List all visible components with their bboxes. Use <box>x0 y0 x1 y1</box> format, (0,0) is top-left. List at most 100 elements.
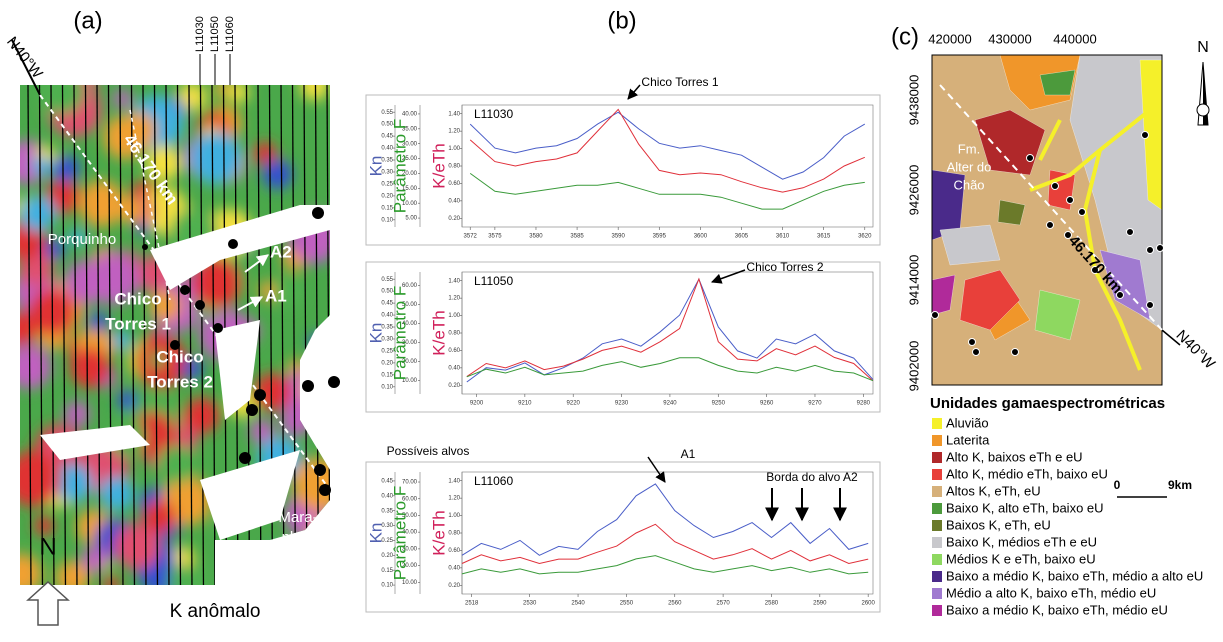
line-label: L11050 <box>209 16 221 52</box>
chart-frame <box>365 261 881 413</box>
series-line <box>469 111 866 180</box>
y-tick-label: 0.25 <box>381 538 393 544</box>
y-tick-label: 0.50 <box>381 122 393 128</box>
caption: K anômalo <box>170 601 261 622</box>
y-tick-label: 0.20 <box>448 583 460 589</box>
x-tick-label: 3600 <box>694 234 708 240</box>
legend-swatch <box>932 503 942 514</box>
x-tick-label: 2560 <box>668 601 682 607</box>
scale-label: 9km <box>1168 478 1192 492</box>
x-tick-label: 3572 <box>464 234 478 240</box>
y-axis-label: Parâmetro F <box>390 486 409 580</box>
y-tick-label: 0.55 <box>381 277 393 283</box>
legend-label: Alto K, baixos eTh e eU <box>946 449 1083 464</box>
y-tick-label: 30.00 <box>402 340 418 346</box>
place: Chico <box>156 347 203 366</box>
x-coord: 420000 <box>928 31 971 46</box>
y-tick-label: 0.35 <box>381 325 393 331</box>
y-tick-label: 0.40 <box>448 365 460 371</box>
y-tick-label: 10.00 <box>402 201 418 207</box>
x-tick-label: 9270 <box>808 401 822 407</box>
y-tick-label: 1.20 <box>448 496 460 502</box>
y-tick-label: 0.20 <box>381 553 393 559</box>
y-tick-label: 0.20 <box>448 383 460 389</box>
x-tick-label: 2550 <box>620 601 634 607</box>
map-unit <box>959 269 1021 331</box>
y-tick-label: 1.00 <box>448 146 460 152</box>
chart-title: L11060 <box>474 474 513 488</box>
map-unit <box>939 224 1001 266</box>
formation: Alter do <box>947 159 992 174</box>
y-tick-label: 0.45 <box>381 479 393 485</box>
legend-title: Unidades gamaespectrométricas <box>930 395 1165 412</box>
y-tick-label: 30.00 <box>402 141 418 147</box>
y-tick-label: 0.15 <box>381 568 393 574</box>
annotation: Chico Torres 2 <box>746 260 823 274</box>
y-coord: 9426000 <box>906 165 921 216</box>
legend-label: Baixos K, eTh, eU <box>946 517 1051 532</box>
annotation: Chico Torres 1 <box>641 75 718 89</box>
flight-line <box>61 85 67 585</box>
x-tick-label: 2540 <box>571 601 585 607</box>
line-label: L11030 <box>194 16 206 52</box>
y-tick-label: 0.30 <box>381 170 393 176</box>
legend-label: Aluvião <box>946 415 989 430</box>
y-tick-label: 0.40 <box>381 313 393 319</box>
north: N <box>39 533 56 560</box>
flight-line <box>303 85 308 585</box>
arrow <box>244 254 269 273</box>
y-tick-label: 0.20 <box>381 360 393 366</box>
chart-title: L11050 <box>474 274 513 288</box>
y-tick-label: 0.35 <box>381 508 393 514</box>
legend-swatch <box>932 435 942 446</box>
x-tick-label: 3610 <box>776 234 790 240</box>
flight-line <box>291 85 297 585</box>
y-tick-label: 0.10 <box>381 583 393 589</box>
y-coord: 9414000 <box>906 255 921 306</box>
flight-line <box>130 85 136 585</box>
y-tick-label: 5.00 <box>405 216 417 222</box>
target: A2 <box>270 242 292 261</box>
y-tick-label: 0.35 <box>381 158 393 164</box>
legend-swatch <box>932 486 942 497</box>
y-tick-label: 20.00 <box>402 359 418 365</box>
y-tick-label: 40.00 <box>402 112 418 118</box>
panel-label: (b) <box>607 7 636 34</box>
series-line <box>469 172 865 210</box>
legend-swatch <box>932 452 942 463</box>
orientation: N40°W <box>3 34 46 83</box>
y-tick-label: 15.00 <box>402 186 418 192</box>
x-tick-label: 9250 <box>712 401 726 407</box>
x-tick-label: 2570 <box>716 601 730 607</box>
place: Mara- <box>278 509 317 526</box>
y-tick-label: 1.40 <box>448 278 460 284</box>
y-axis-label: K/eTh <box>429 310 448 355</box>
x-tick-label: 2600 <box>861 601 875 607</box>
y-tick-label: 0.60 <box>448 181 460 187</box>
y-tick-label: 35.00 <box>402 126 418 132</box>
y-tick-label: 0.80 <box>448 164 460 170</box>
formation: Chão <box>953 177 984 192</box>
legend-label: Laterita <box>946 432 990 447</box>
y-tick-label: 1.00 <box>448 513 460 519</box>
flight-line <box>107 85 113 585</box>
x-tick-label: 2590 <box>813 601 827 607</box>
legend-label: Baixo K, alto eTh, baixo eU <box>946 500 1104 515</box>
orientation-line <box>11 39 41 96</box>
y-tick-label: 0.25 <box>381 182 393 188</box>
dots <box>142 207 340 496</box>
y-tick-label: 40.00 <box>402 321 418 327</box>
y-tick-label: 0.25 <box>381 349 393 355</box>
place: Torres 1 <box>105 314 171 333</box>
y-tick-label: 1.40 <box>448 478 460 484</box>
y-tick-label: 60.00 <box>402 496 418 502</box>
map-unit <box>932 274 956 316</box>
legend-swatch <box>932 537 942 548</box>
legend-swatch <box>932 520 942 531</box>
x-tick-label: 2580 <box>765 601 779 607</box>
map-unit <box>999 55 1081 111</box>
north: N <box>1197 39 1209 56</box>
x-tick-label: 3615 <box>817 234 831 240</box>
x-tick-label: 3620 <box>858 234 872 240</box>
chart-title: L11030 <box>474 107 513 121</box>
